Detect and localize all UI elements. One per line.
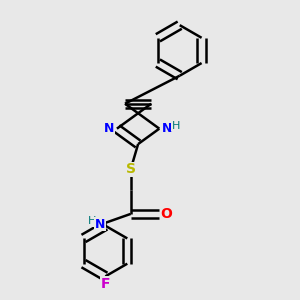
Text: N: N [162,122,172,135]
Text: N: N [104,122,115,135]
Text: O: O [160,207,172,221]
Text: N: N [95,218,105,231]
Text: H: H [172,121,180,131]
Text: H: H [88,216,96,226]
Text: S: S [126,162,136,176]
Text: F: F [101,277,110,291]
